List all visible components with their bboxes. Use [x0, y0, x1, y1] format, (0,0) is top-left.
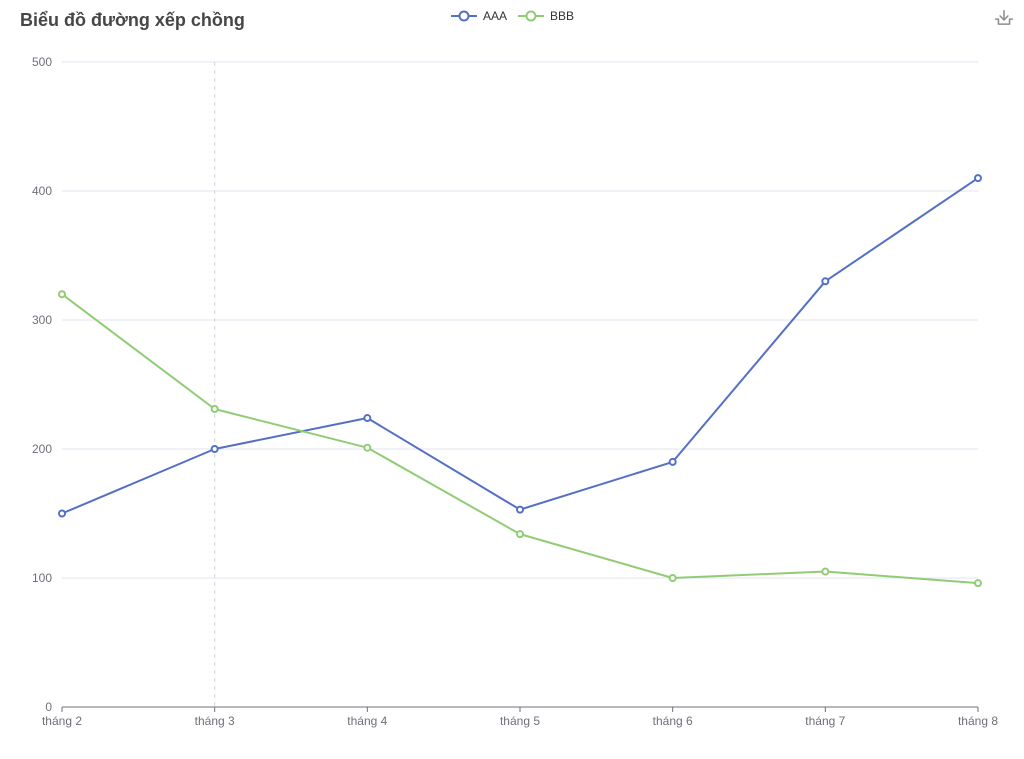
data-point-bbb-tháng 4[interactable] [363, 443, 372, 452]
data-point-bbb-tháng 2[interactable] [58, 290, 66, 299]
x-axis-tick-label: tháng 7 [805, 714, 845, 728]
data-point-bbb-tháng 8[interactable] [974, 579, 982, 588]
chart-title: Biểu đồ đường xếp chồng [20, 10, 245, 30]
data-point-aaa-tháng 3[interactable] [210, 445, 219, 453]
x-axis-tick-label: tháng 3 [195, 714, 235, 728]
data-point-bbb-tháng 3[interactable] [210, 405, 219, 414]
data-point-aaa-tháng 6[interactable] [668, 457, 677, 466]
y-axis-tick-label: 500 [32, 55, 52, 69]
toolbox [994, 8, 1014, 33]
data-point-bbb-tháng 6[interactable] [668, 574, 677, 582]
download-icon[interactable] [994, 8, 1014, 28]
x-axis-tick-label: tháng 4 [347, 714, 387, 728]
legend-item-bbb[interactable]: BBB [517, 9, 574, 23]
y-axis-tick-label: 100 [32, 571, 52, 585]
x-axis-tick-label: tháng 5 [500, 714, 540, 728]
y-axis-tick-label: 200 [32, 442, 52, 456]
series-line-bbb [61, 293, 979, 585]
y-axis-tick-label: 0 [45, 700, 52, 714]
legend-label: BBB [550, 9, 575, 23]
data-point-aaa-tháng 5[interactable] [516, 505, 524, 514]
data-point-aaa-tháng 4[interactable] [363, 414, 372, 423]
data-point-aaa-tháng 2[interactable] [58, 509, 66, 518]
data-point-aaa-tháng 8[interactable] [974, 174, 982, 183]
data-point-bbb-tháng 5[interactable] [516, 530, 524, 539]
legend-line-marker-icon [450, 10, 477, 22]
legend: AAA BBB [450, 9, 574, 23]
y-axis-tick-label: 400 [32, 184, 52, 198]
legend-label: AAA [482, 9, 507, 23]
x-axis-tick-label: tháng 2 [42, 714, 82, 728]
x-axis-tick-label: tháng 8 [958, 714, 998, 728]
data-point-aaa-tháng 7[interactable] [821, 277, 830, 286]
download-icon-glyph [994, 10, 1014, 25]
series-line-aaa [61, 177, 979, 515]
x-axis-tick-label: tháng 6 [653, 714, 693, 728]
legend-item-aaa[interactable]: AAA [450, 9, 507, 23]
y-axis-tick-label: 300 [32, 313, 52, 327]
legend-line-marker-icon [518, 10, 544, 22]
data-point-bbb-tháng 7[interactable] [821, 567, 830, 576]
